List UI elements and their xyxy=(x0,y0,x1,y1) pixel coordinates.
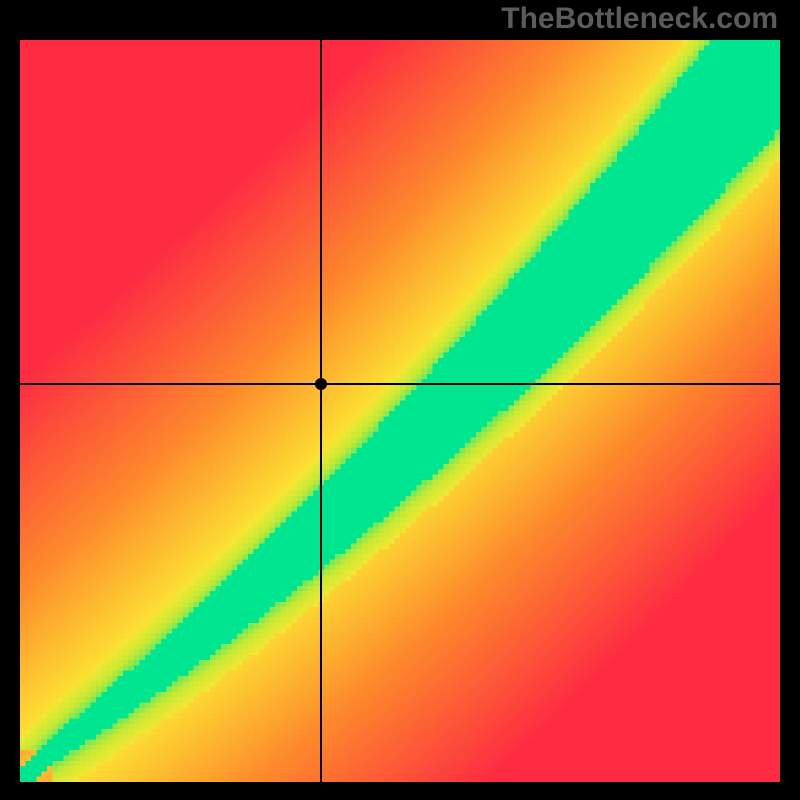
watermark-text: TheBottleneck.com xyxy=(501,2,778,36)
crosshair-horizontal-line xyxy=(20,383,780,385)
heatmap-canvas xyxy=(20,40,780,782)
crosshair-vertical-line xyxy=(320,40,322,782)
crosshair-marker-dot xyxy=(315,378,327,390)
bottleneck-heatmap-chart: TheBottleneck.com xyxy=(0,0,800,800)
